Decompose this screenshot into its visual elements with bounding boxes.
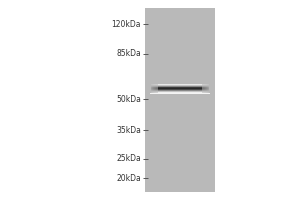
Text: 50kDa: 50kDa [116,95,141,104]
Bar [156,84,157,93]
Bar [204,84,205,93]
Bar [207,84,208,93]
Bar [150,84,210,85]
Bar [150,91,210,92]
Bar [152,84,153,93]
Bar [208,84,209,93]
Bar [157,84,158,93]
Bar [150,87,210,88]
Bar [145,8,215,192]
Bar [150,86,210,87]
Bar [150,85,210,86]
Bar [150,86,210,87]
Bar [150,88,210,89]
Bar [150,87,210,88]
Bar [154,84,155,93]
Bar [206,84,207,93]
Bar [150,93,210,94]
Bar [151,84,152,93]
Bar [150,92,210,93]
Bar [150,92,210,93]
Bar [203,84,204,93]
Text: 85kDa: 85kDa [116,49,141,58]
Bar [153,84,154,93]
Bar [150,89,210,90]
Bar [150,90,210,91]
Bar [150,89,210,90]
Bar [150,87,210,88]
Bar [150,85,210,86]
Bar [150,84,151,93]
Bar [150,89,210,90]
Text: 25kDa: 25kDa [116,154,141,163]
Bar [150,92,210,93]
Bar [150,91,210,92]
Text: 120kDa: 120kDa [112,20,141,29]
Text: 35kDa: 35kDa [116,126,141,135]
Bar [202,84,203,93]
Bar [150,88,210,89]
Text: 20kDa: 20kDa [116,174,141,183]
Bar [209,84,210,93]
Bar [150,88,210,89]
Bar [150,90,210,91]
Bar [205,84,206,93]
Bar [150,84,210,85]
Bar [155,84,156,93]
Bar [150,84,210,85]
